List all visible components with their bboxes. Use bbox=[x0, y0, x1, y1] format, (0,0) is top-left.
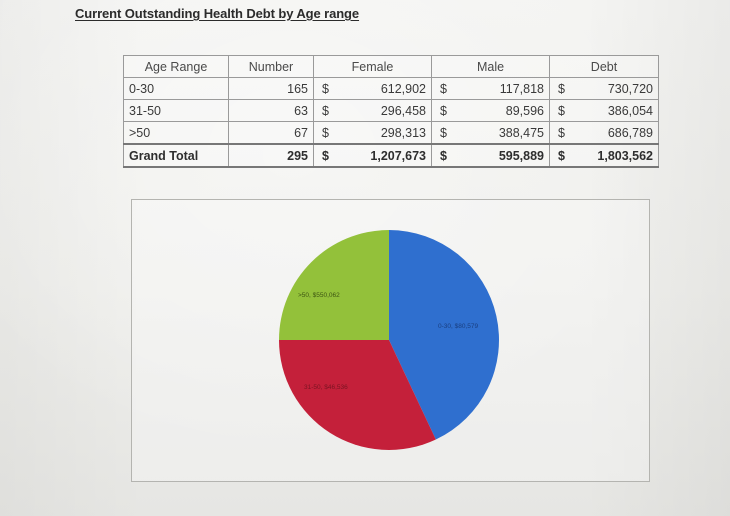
currency-symbol: $ bbox=[440, 125, 447, 140]
currency-symbol: $ bbox=[322, 81, 329, 96]
debt-table: Age Range Number Female Male Debt 0-30 1… bbox=[123, 55, 659, 168]
header-age-range: Age Range bbox=[123, 55, 229, 78]
currency-symbol: $ bbox=[440, 148, 447, 163]
cell-male: $117,818 bbox=[431, 77, 550, 100]
cell-age-range: 0-30 bbox=[123, 77, 229, 100]
cell-female: $1,207,673 bbox=[313, 143, 432, 168]
pie-slice-over-50 bbox=[279, 230, 389, 340]
value: 296,458 bbox=[380, 103, 426, 118]
table-row: 0-30 165 $612,902 $117,818 $730,720 bbox=[123, 77, 659, 100]
value: 730,720 bbox=[607, 81, 653, 96]
value: 298,313 bbox=[380, 125, 426, 140]
cell-male: $388,475 bbox=[431, 121, 550, 145]
cell-debt: $730,720 bbox=[549, 77, 659, 100]
cell-debt: $386,054 bbox=[549, 99, 659, 122]
document-title: Current Outstanding Health Debt by Age r… bbox=[75, 6, 360, 21]
currency-symbol: $ bbox=[440, 81, 447, 96]
currency-symbol: $ bbox=[558, 148, 565, 163]
currency-symbol: $ bbox=[322, 103, 329, 118]
value: 595,889 bbox=[498, 148, 544, 163]
value: 686,789 bbox=[607, 125, 653, 140]
pie-slices bbox=[279, 230, 499, 450]
cell-male: $89,596 bbox=[431, 99, 550, 122]
currency-symbol: $ bbox=[558, 103, 565, 118]
value: 388,475 bbox=[498, 125, 544, 140]
currency-symbol: $ bbox=[440, 103, 447, 118]
cell-number: 67 bbox=[228, 121, 314, 145]
header-female: Female bbox=[313, 55, 432, 78]
cell-number: 295 bbox=[228, 143, 314, 168]
cell-debt: $1,803,562 bbox=[549, 143, 659, 168]
cell-male: $595,889 bbox=[431, 143, 550, 168]
value: 386,054 bbox=[607, 103, 653, 118]
cell-age-range: 31-50 bbox=[123, 99, 229, 122]
header-number: Number bbox=[228, 55, 314, 78]
value: 1,803,562 bbox=[597, 148, 653, 163]
cell-female: $296,458 bbox=[313, 99, 432, 122]
table-header-row: Age Range Number Female Male Debt bbox=[123, 55, 659, 78]
header-male: Male bbox=[431, 55, 550, 78]
pie-chart: >50, $550,062 0-30, $80,579 31-50, $46,5… bbox=[279, 230, 499, 450]
table-row: >50 67 $298,313 $388,475 $686,789 bbox=[123, 121, 659, 145]
cell-female: $612,902 bbox=[313, 77, 432, 100]
cell-debt: $686,789 bbox=[549, 121, 659, 145]
pie-slice-0-30 bbox=[389, 230, 499, 440]
cell-age-range: Grand Total bbox=[123, 143, 229, 168]
value: 1,207,673 bbox=[370, 148, 426, 163]
pie-label-over-50: >50, $550,062 bbox=[298, 292, 340, 299]
currency-symbol: $ bbox=[558, 81, 565, 96]
value: 612,902 bbox=[380, 81, 426, 96]
cell-age-range: >50 bbox=[123, 121, 229, 145]
table-row: 31-50 63 $296,458 $89,596 $386,054 bbox=[123, 99, 659, 122]
pie-chart-frame: >50, $550,062 0-30, $80,579 31-50, $46,5… bbox=[131, 199, 650, 482]
pie-label-0-30: 0-30, $80,579 bbox=[438, 323, 479, 330]
grand-total-row: Grand Total 295 $1,207,673 $595,889 $1,8… bbox=[123, 143, 659, 168]
cell-number: 63 bbox=[228, 99, 314, 122]
cell-female: $298,313 bbox=[313, 121, 432, 145]
currency-symbol: $ bbox=[322, 125, 329, 140]
pie-slice-31-50 bbox=[279, 340, 436, 450]
pie-label-31-50: 31-50, $46,536 bbox=[304, 384, 348, 391]
cell-number: 165 bbox=[228, 77, 314, 100]
value: 117,818 bbox=[499, 81, 544, 96]
value: 89,596 bbox=[505, 103, 544, 118]
currency-symbol: $ bbox=[558, 125, 565, 140]
currency-symbol: $ bbox=[322, 148, 329, 163]
header-debt: Debt bbox=[549, 55, 659, 78]
